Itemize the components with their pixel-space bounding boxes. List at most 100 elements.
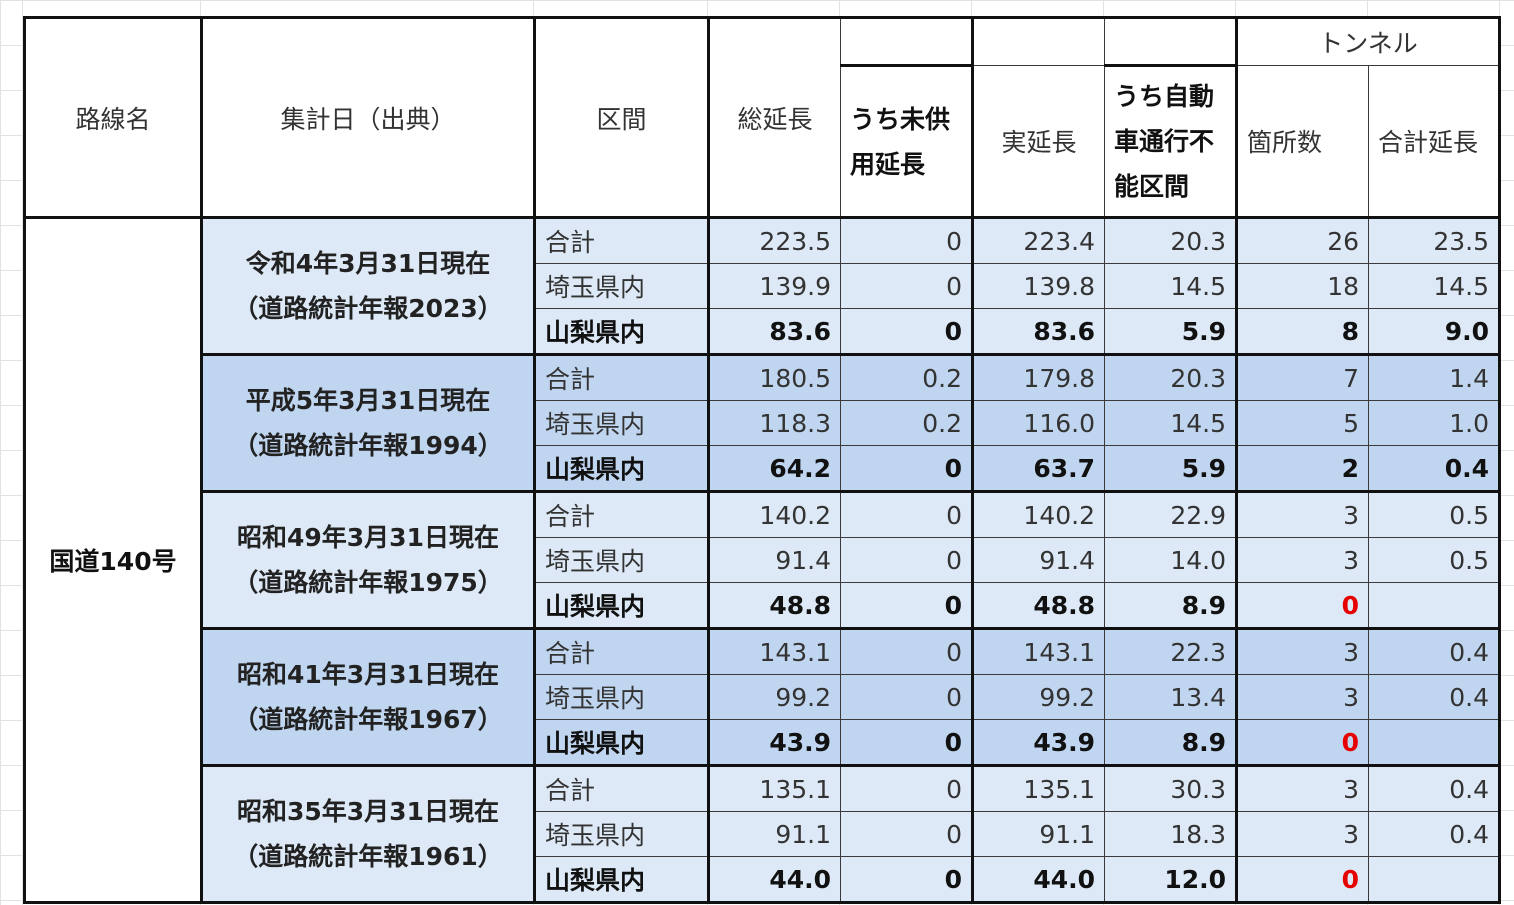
tunnel-length-cell[interactable]: 9.0	[1368, 308, 1500, 356]
total-length-cell[interactable]: 135.1	[708, 765, 841, 812]
section-cell[interactable]: 山梨県内	[534, 856, 710, 903]
actual-length-cell[interactable]: 48.8	[971, 582, 1105, 630]
unused-length-cell[interactable]: 0	[840, 856, 973, 903]
tunnel-count-cell[interactable]: 2	[1235, 445, 1369, 493]
unused-length-cell[interactable]: 0	[840, 445, 973, 493]
header-unused-length[interactable]: うち未供用延長	[840, 64, 973, 219]
section-cell[interactable]: 埼玉県内	[534, 263, 710, 309]
tunnel-length-cell[interactable]: 0.4	[1368, 628, 1500, 675]
actual-length-cell[interactable]: 223.4	[971, 217, 1105, 264]
unused-length-cell[interactable]: 0	[840, 308, 973, 356]
unused-length-cell[interactable]: 0	[840, 719, 973, 767]
section-cell[interactable]: 埼玉県内	[534, 400, 710, 446]
actual-length-cell[interactable]: 91.1	[971, 811, 1105, 857]
tunnel-count-cell[interactable]: 3	[1235, 811, 1369, 857]
unused-length-cell[interactable]: 0	[840, 582, 973, 630]
actual-length-cell[interactable]: 139.8	[971, 263, 1105, 309]
total-length-cell[interactable]: 223.5	[708, 217, 841, 264]
total-length-cell[interactable]: 64.2	[708, 445, 841, 493]
no-vehicle-length-cell[interactable]: 22.9	[1104, 491, 1237, 538]
total-length-cell[interactable]: 83.6	[708, 308, 841, 356]
header-date-source[interactable]: 集計日（出典）	[201, 17, 536, 219]
tunnel-count-cell[interactable]: 0	[1235, 582, 1369, 630]
total-length-cell[interactable]: 180.5	[708, 354, 841, 401]
unused-length-cell[interactable]: 0	[840, 765, 973, 812]
tunnel-length-cell[interactable]: 0.4	[1368, 765, 1500, 812]
no-vehicle-length-cell[interactable]: 5.9	[1104, 308, 1237, 356]
tunnel-length-cell[interactable]	[1368, 856, 1500, 903]
section-cell[interactable]: 合計	[534, 354, 710, 401]
total-length-cell[interactable]: 91.4	[708, 537, 841, 583]
tunnel-count-cell[interactable]: 3	[1235, 537, 1369, 583]
actual-length-cell[interactable]: 44.0	[971, 856, 1105, 903]
unused-length-cell[interactable]: 0	[840, 491, 973, 538]
actual-length-cell[interactable]: 43.9	[971, 719, 1105, 767]
no-vehicle-length-cell[interactable]: 22.3	[1104, 628, 1237, 675]
total-length-cell[interactable]: 139.9	[708, 263, 841, 309]
tunnel-length-cell[interactable]: 1.4	[1368, 354, 1500, 401]
header-actual-length[interactable]: 実延長	[971, 65, 1105, 219]
actual-length-cell[interactable]: 116.0	[971, 400, 1105, 446]
total-length-cell[interactable]: 99.2	[708, 674, 841, 720]
tunnel-length-cell[interactable]: 0.5	[1368, 491, 1500, 538]
header-tunnel[interactable]: トンネル	[1235, 17, 1500, 66]
tunnel-count-cell[interactable]: 0	[1235, 719, 1369, 767]
section-cell[interactable]: 合計	[534, 765, 710, 812]
section-cell[interactable]: 埼玉県内	[534, 811, 710, 857]
tunnel-length-cell[interactable]: 23.5	[1368, 217, 1500, 264]
unused-length-cell[interactable]: 0	[840, 217, 973, 264]
section-cell[interactable]: 埼玉県内	[534, 674, 710, 720]
no-vehicle-length-cell[interactable]: 14.5	[1104, 400, 1237, 446]
tunnel-count-cell[interactable]: 26	[1235, 217, 1369, 264]
tunnel-length-cell[interactable]	[1368, 719, 1500, 767]
date-source-cell[interactable]: 昭和35年3月31日現在 （道路統計年報1961）	[201, 765, 536, 903]
total-length-cell[interactable]: 48.8	[708, 582, 841, 630]
header-total-length[interactable]: 総延長	[708, 17, 841, 219]
section-cell[interactable]: 合計	[534, 491, 710, 538]
unused-length-cell[interactable]: 0.2	[840, 400, 973, 446]
tunnel-count-cell[interactable]: 3	[1235, 765, 1369, 812]
section-cell[interactable]: 山梨県内	[534, 445, 710, 493]
section-cell[interactable]: 山梨県内	[534, 719, 710, 767]
route-name-cell[interactable]: 国道140号	[24, 217, 203, 903]
header-tunnel-total-length[interactable]: 合計延長	[1368, 65, 1500, 219]
section-cell[interactable]: 合計	[534, 628, 710, 675]
header-tunnel-count[interactable]: 箇所数	[1235, 65, 1369, 219]
date-source-cell[interactable]: 昭和41年3月31日現在 （道路統計年報1967）	[201, 628, 536, 767]
date-source-cell[interactable]: 平成5年3月31日現在 （道路統計年報1994）	[201, 354, 536, 493]
total-length-cell[interactable]: 143.1	[708, 628, 841, 675]
header-blank-cell[interactable]	[840, 17, 973, 67]
unused-length-cell[interactable]: 0	[840, 674, 973, 720]
tunnel-count-cell[interactable]: 7	[1235, 354, 1369, 401]
tunnel-length-cell[interactable]: 0.4	[1368, 811, 1500, 857]
unused-length-cell[interactable]: 0	[840, 537, 973, 583]
actual-length-cell[interactable]: 140.2	[971, 491, 1105, 538]
header-no-vehicle-section[interactable]: うち自動車通行不能区間	[1104, 64, 1237, 219]
no-vehicle-length-cell[interactable]: 12.0	[1104, 856, 1237, 903]
unused-length-cell[interactable]: 0	[840, 263, 973, 309]
actual-length-cell[interactable]: 91.4	[971, 537, 1105, 583]
tunnel-length-cell[interactable]: 14.5	[1368, 263, 1500, 309]
section-cell[interactable]: 山梨県内	[534, 582, 710, 630]
no-vehicle-length-cell[interactable]: 18.3	[1104, 811, 1237, 857]
tunnel-length-cell[interactable]: 0.4	[1368, 445, 1500, 493]
tunnel-count-cell[interactable]: 3	[1235, 491, 1369, 538]
section-cell[interactable]: 山梨県内	[534, 308, 710, 356]
no-vehicle-length-cell[interactable]: 20.3	[1104, 354, 1237, 401]
tunnel-count-cell[interactable]: 18	[1235, 263, 1369, 309]
total-length-cell[interactable]: 140.2	[708, 491, 841, 538]
tunnel-count-cell[interactable]: 8	[1235, 308, 1369, 356]
no-vehicle-length-cell[interactable]: 14.5	[1104, 263, 1237, 309]
actual-length-cell[interactable]: 99.2	[971, 674, 1105, 720]
no-vehicle-length-cell[interactable]: 14.0	[1104, 537, 1237, 583]
header-route[interactable]: 路線名	[24, 17, 203, 219]
unused-length-cell[interactable]: 0.2	[840, 354, 973, 401]
actual-length-cell[interactable]: 63.7	[971, 445, 1105, 493]
no-vehicle-length-cell[interactable]: 30.3	[1104, 765, 1237, 812]
tunnel-count-cell[interactable]: 0	[1235, 856, 1369, 903]
total-length-cell[interactable]: 91.1	[708, 811, 841, 857]
total-length-cell[interactable]: 44.0	[708, 856, 841, 903]
no-vehicle-length-cell[interactable]: 13.4	[1104, 674, 1237, 720]
tunnel-count-cell[interactable]: 3	[1235, 628, 1369, 675]
date-source-cell[interactable]: 昭和49年3月31日現在 （道路統計年報1975）	[201, 491, 536, 630]
